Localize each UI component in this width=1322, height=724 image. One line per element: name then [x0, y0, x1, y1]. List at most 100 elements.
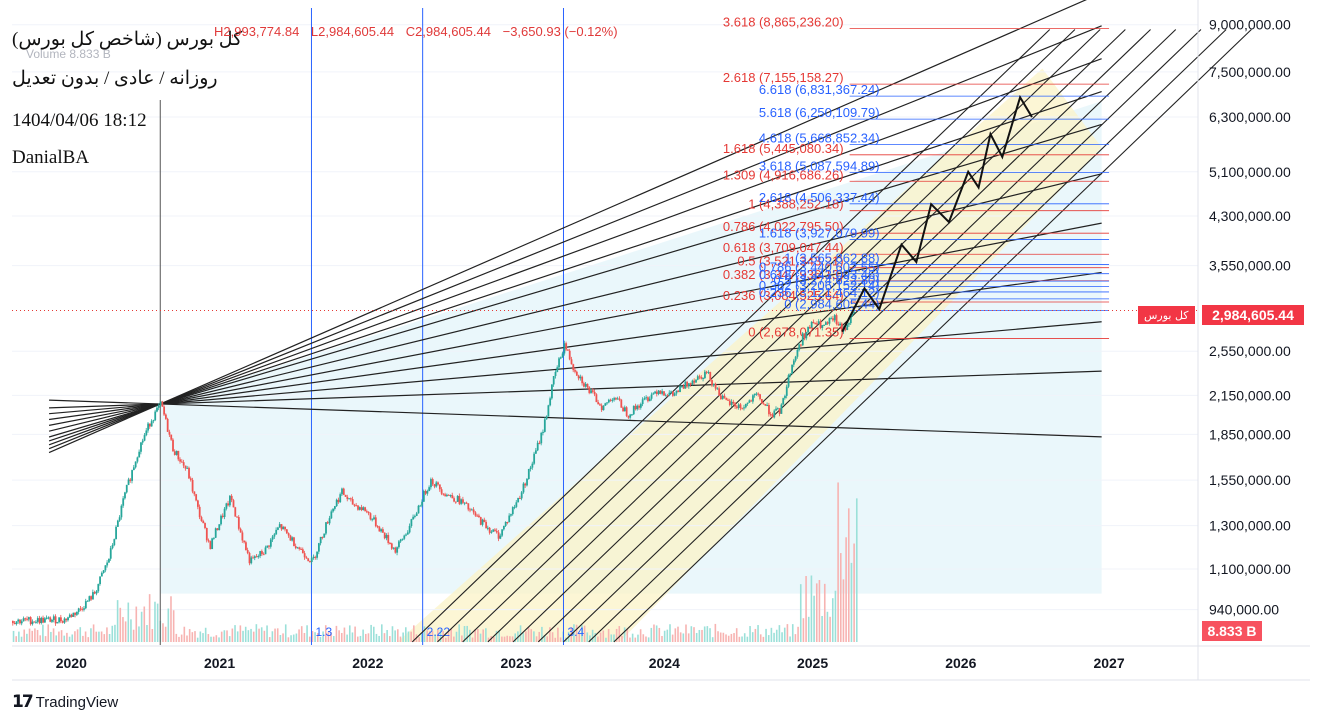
- candle-body: [460, 499, 463, 504]
- candle-body: [38, 618, 41, 624]
- candle-body: [641, 399, 644, 405]
- candle-body: [844, 327, 847, 331]
- volume-bar: [735, 628, 738, 642]
- candle-body: [161, 401, 164, 407]
- candle-body: [727, 399, 729, 401]
- volume-bar: [426, 630, 428, 642]
- fib-label-red: 0.618 (3,709,047.44): [723, 240, 844, 255]
- volume-bar: [709, 628, 711, 642]
- candle-body: [141, 440, 144, 443]
- volume-bar: [242, 630, 244, 642]
- volume-bar: [551, 632, 554, 642]
- candle-body: [188, 467, 190, 479]
- volume-bar: [295, 633, 298, 642]
- candle-body: [321, 536, 324, 538]
- volume-bar: [823, 583, 826, 642]
- volume-bar: [511, 636, 514, 642]
- candle-body: [12, 620, 14, 624]
- fib-label-blue: 0.5 (3,274,622.80): [773, 272, 879, 287]
- candle-body: [394, 547, 397, 553]
- candle-body: [716, 388, 719, 390]
- candle-body: [225, 503, 228, 509]
- volume-bar: [106, 627, 108, 642]
- candle-body: [67, 617, 69, 621]
- volume-bar: [210, 636, 212, 642]
- candle-body: [655, 391, 658, 395]
- volume-bar: [367, 633, 370, 642]
- fan-line: [49, 321, 1102, 415]
- volume-bar: [146, 624, 148, 642]
- volume-bar: [677, 626, 679, 642]
- candle-body: [672, 391, 674, 396]
- candle-body: [241, 532, 244, 541]
- candle-body: [195, 494, 198, 501]
- volume-bar: [55, 635, 58, 642]
- volume-bar: [130, 619, 132, 642]
- volume-bar: [311, 631, 314, 642]
- candle-body: [833, 315, 836, 321]
- candle-body: [278, 524, 281, 528]
- volume-bar: [154, 601, 156, 642]
- volume-bar: [36, 629, 39, 642]
- candle-body: [403, 535, 406, 539]
- candle-body: [157, 405, 160, 408]
- candle-body: [49, 617, 52, 622]
- candle-body: [170, 434, 173, 440]
- volume-bar: [845, 537, 847, 642]
- candle-body: [150, 421, 153, 427]
- candle-body: [383, 532, 386, 539]
- candle-body: [127, 479, 130, 485]
- projected-path: [841, 94, 1033, 333]
- candle-body: [732, 401, 735, 404]
- candle-body: [558, 358, 560, 368]
- candle-body: [776, 408, 779, 410]
- candle-body: [122, 498, 125, 506]
- volume-bar: [821, 615, 823, 642]
- volume-bar: [199, 631, 202, 642]
- tradingview-logo[interactable]: 𝟭𝟳 TradingView: [12, 692, 118, 712]
- volume-bar: [319, 636, 322, 642]
- volume-bar: [778, 625, 781, 642]
- candle-body: [113, 539, 116, 546]
- candle-body: [535, 450, 537, 454]
- candle-body: [177, 450, 180, 460]
- volume-bar: [138, 626, 140, 642]
- candle-body: [437, 482, 439, 485]
- candle-body: [172, 439, 174, 452]
- candle-body: [499, 535, 502, 539]
- volume-bar: [183, 626, 186, 642]
- candle-body: [472, 509, 475, 513]
- candle-body: [232, 500, 235, 508]
- volume-bar: [586, 632, 589, 642]
- volume-bar: [525, 631, 527, 642]
- volume-bar: [461, 635, 463, 642]
- symbol-price-tag: کل بورس: [1138, 306, 1195, 324]
- candle-body: [524, 483, 527, 486]
- volume-bar: [220, 631, 223, 642]
- volume-bar: [463, 626, 466, 642]
- candle-body: [565, 343, 568, 350]
- volume-bar: [386, 630, 388, 642]
- candle-body: [24, 618, 27, 620]
- volume-bar: [79, 627, 82, 642]
- candle-body: [846, 324, 849, 331]
- candle-body: [405, 534, 407, 536]
- volume-bar: [247, 630, 250, 642]
- volume-bar: [829, 616, 831, 642]
- candle-body: [175, 450, 178, 455]
- candle-body: [104, 565, 107, 571]
- candle-body: [604, 403, 607, 406]
- fib-label-blue: 4.618 (5,668,852.34): [759, 130, 880, 145]
- fib-label-blue: 0.786 (3,440,602.55): [759, 260, 880, 275]
- y-tick-label: 2,550,000.00: [1209, 343, 1291, 359]
- volume-bar: [250, 628, 252, 642]
- candle-body: [810, 321, 813, 328]
- chart-date: 1404/04/06 18:12: [12, 110, 147, 131]
- candle-body: [728, 400, 731, 405]
- volume-bar: [602, 630, 605, 642]
- volume-bar: [482, 629, 484, 642]
- volume-bar: [151, 629, 154, 642]
- candle-body: [830, 318, 833, 320]
- volume-bar: [770, 627, 773, 642]
